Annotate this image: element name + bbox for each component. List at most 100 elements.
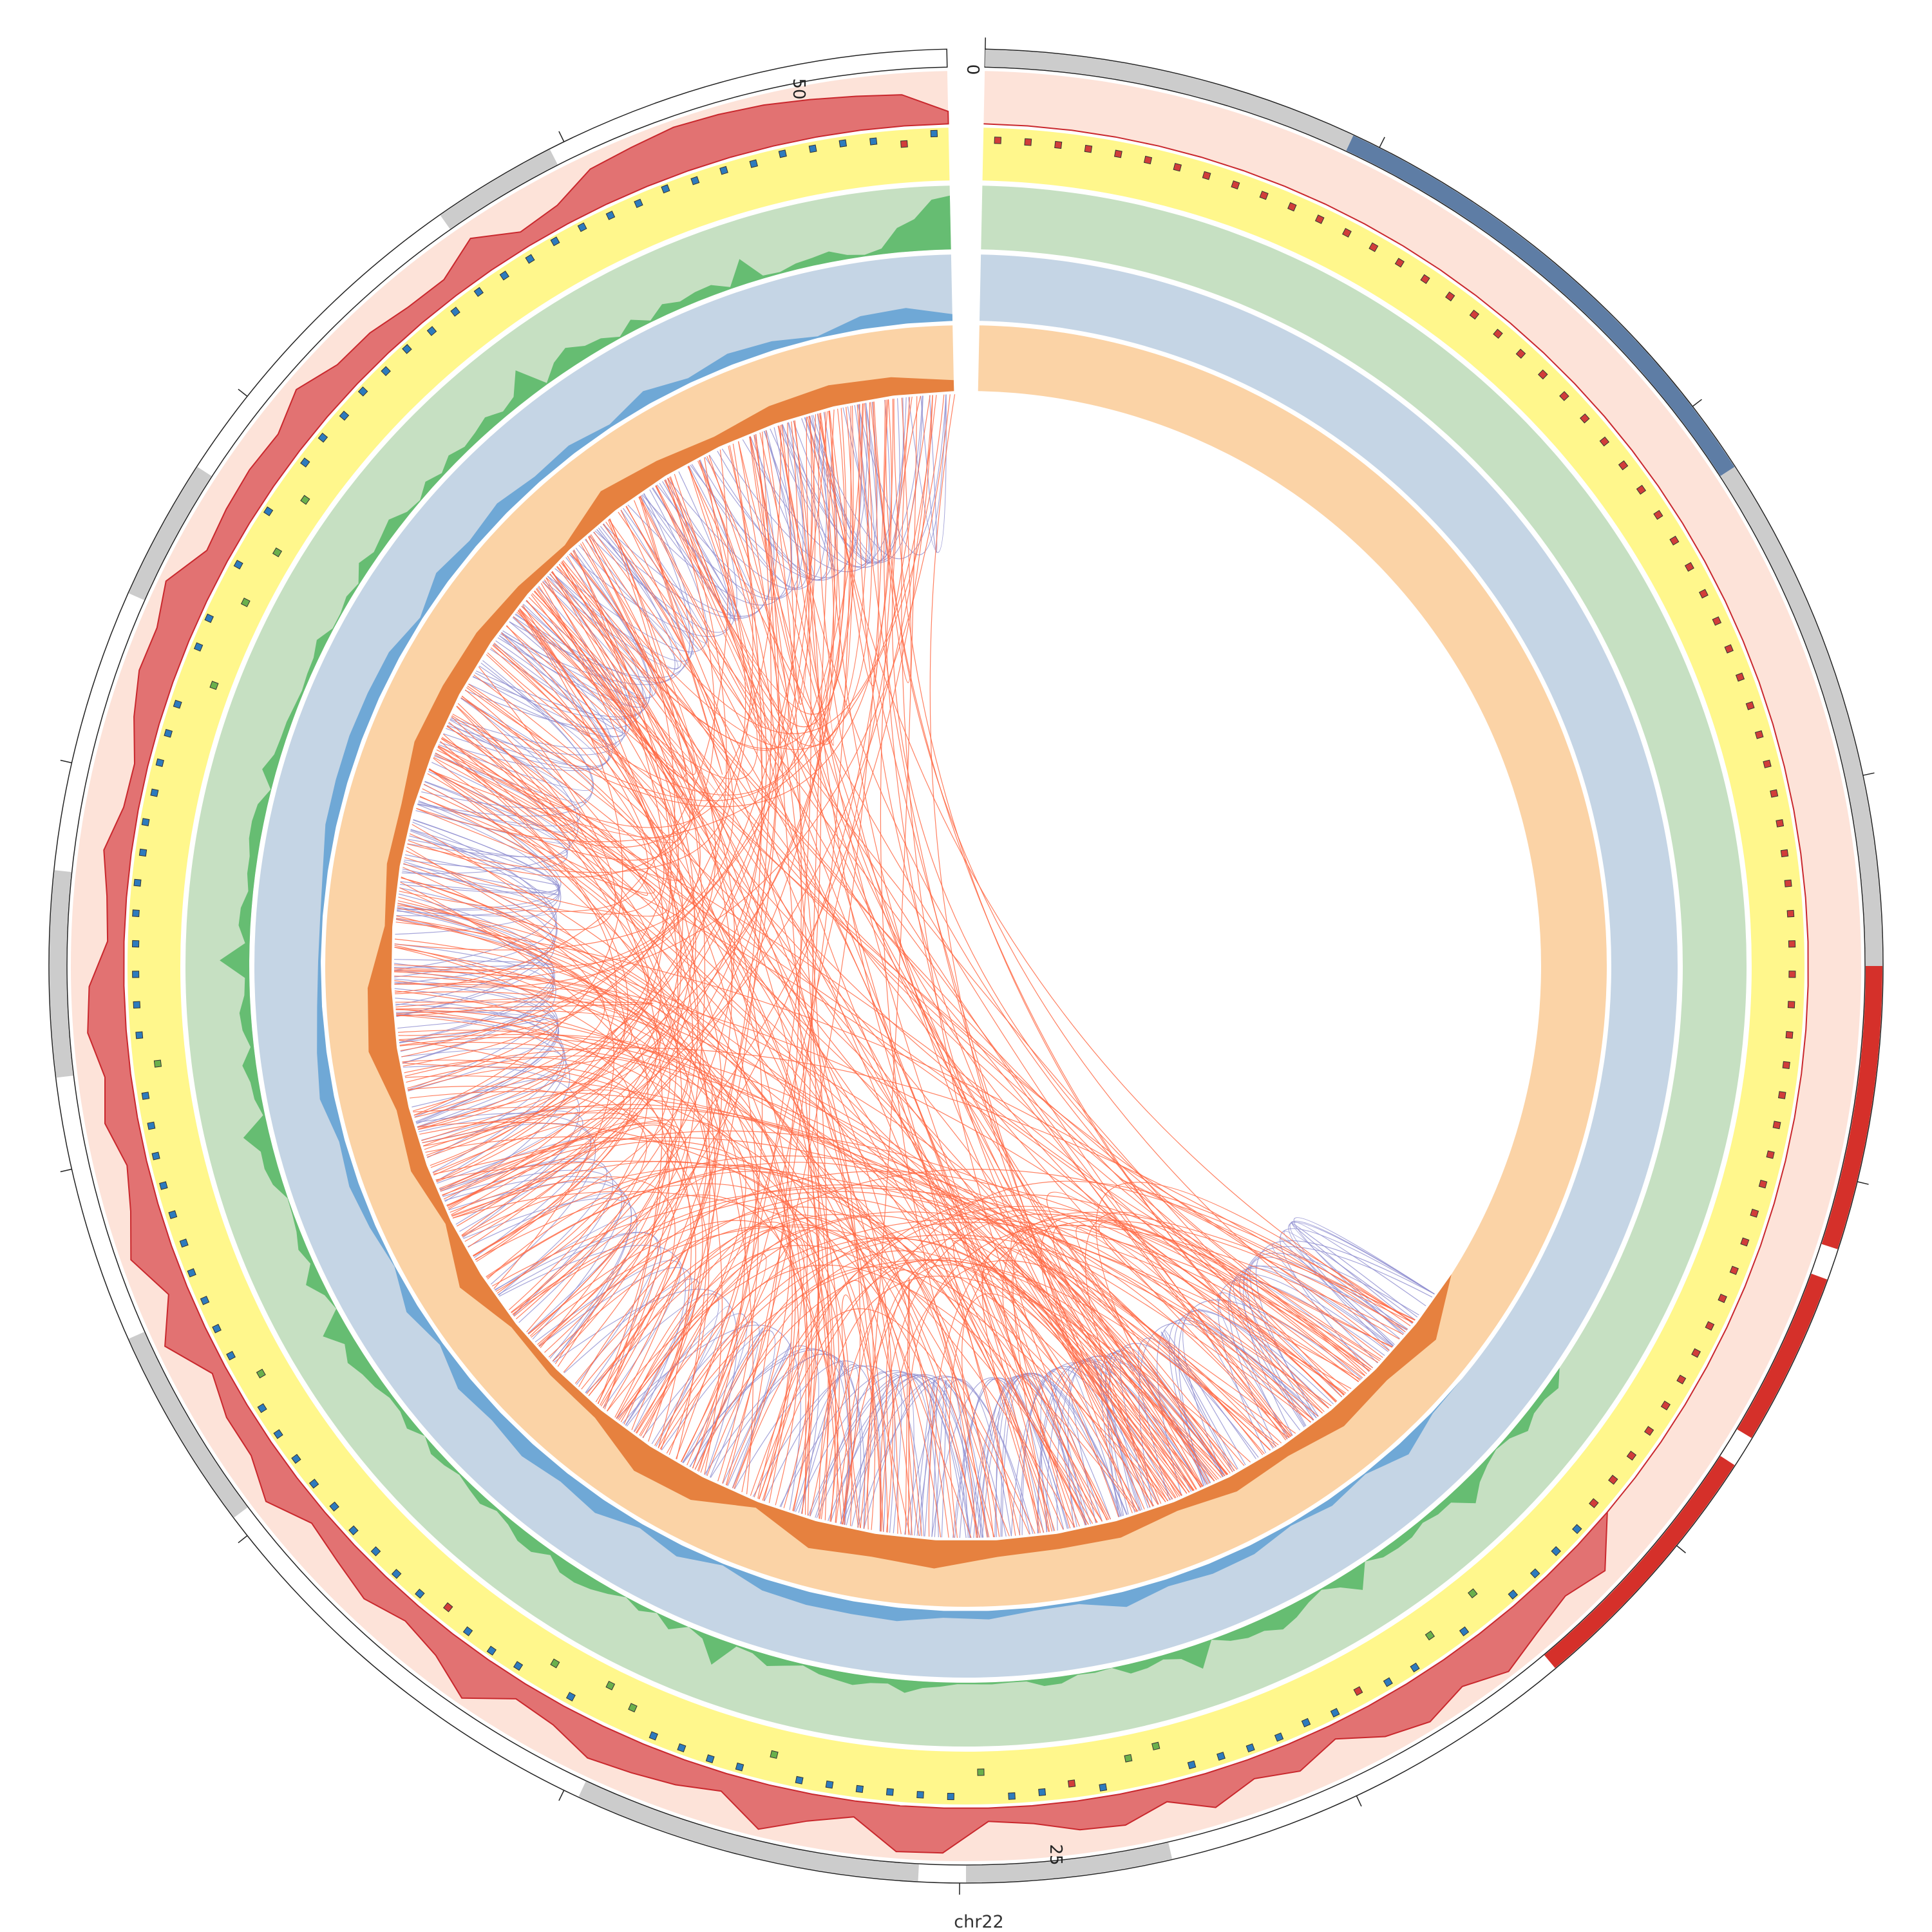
scatter-point xyxy=(1530,1568,1540,1578)
scatter-point xyxy=(1187,1760,1197,1770)
scatter-point xyxy=(159,1181,168,1190)
scatter-point xyxy=(1259,191,1269,200)
link-red xyxy=(394,947,1282,1444)
link-purple xyxy=(1049,1371,1087,1528)
link-purple xyxy=(793,1361,844,1513)
link-purple xyxy=(473,643,617,746)
scatter-point xyxy=(300,457,310,468)
link-purple xyxy=(594,434,775,619)
link-red xyxy=(396,918,746,1473)
link-red xyxy=(396,415,816,1017)
scatter-point xyxy=(900,140,908,148)
scatter-point xyxy=(1469,309,1480,320)
link-red xyxy=(1010,1231,1233,1520)
scatter-point xyxy=(233,560,243,570)
link-red xyxy=(401,666,616,931)
scatter-point xyxy=(1383,1677,1393,1687)
ideogram-band xyxy=(985,50,1354,151)
link-red xyxy=(436,749,1336,1403)
area-track-red xyxy=(70,71,1862,1861)
link-red xyxy=(443,1130,1345,1395)
link-red xyxy=(406,1056,708,1412)
scatter-point xyxy=(1608,1475,1618,1485)
link-purple xyxy=(627,427,792,606)
scatter-point xyxy=(825,1780,834,1789)
link-red xyxy=(394,450,729,993)
link-red xyxy=(395,1009,1183,1496)
link-red xyxy=(880,396,1010,1537)
link-purple xyxy=(721,397,907,573)
scatter-point xyxy=(1445,291,1455,301)
link-red xyxy=(451,716,1226,1477)
scatter-point xyxy=(1705,1321,1715,1331)
link-red xyxy=(423,741,629,1147)
link-red xyxy=(551,571,733,1373)
link-purple xyxy=(395,804,560,935)
scatter-point xyxy=(930,129,938,138)
link-purple xyxy=(394,988,565,1173)
link-purple xyxy=(1279,1236,1405,1347)
link-red xyxy=(762,431,842,1524)
link-red xyxy=(725,421,822,1486)
link-purple xyxy=(439,697,592,791)
link-red xyxy=(395,922,1390,1351)
ideogram-band xyxy=(966,1842,1173,1882)
link-purple xyxy=(439,617,613,772)
link-red xyxy=(417,550,672,1130)
scatter-point xyxy=(473,287,484,298)
link-track xyxy=(393,394,1435,1539)
link-purple xyxy=(904,1379,1012,1537)
link-purple xyxy=(439,1161,614,1316)
scatter-point xyxy=(1508,1589,1519,1600)
link-red xyxy=(528,597,1052,1532)
link-red xyxy=(506,591,724,807)
scatter-point xyxy=(1788,971,1796,978)
link-red xyxy=(395,997,594,1057)
link-red xyxy=(841,1294,911,1535)
scatter-point xyxy=(1626,1450,1637,1461)
link-purple xyxy=(639,481,739,621)
scatter-point xyxy=(1735,672,1745,682)
link-red xyxy=(603,518,706,1408)
link-red xyxy=(762,1238,1208,1501)
scatter-point xyxy=(1420,274,1430,285)
link-red xyxy=(561,518,697,775)
scatter-point xyxy=(690,176,700,185)
scatter-point xyxy=(357,386,368,397)
link-purple xyxy=(569,459,737,638)
tick-mark xyxy=(60,759,72,764)
link-red xyxy=(538,399,894,1347)
scatter-point xyxy=(1636,484,1647,495)
scatter-point xyxy=(719,166,728,175)
scatter-point xyxy=(462,1626,473,1636)
scatter-point xyxy=(1538,369,1548,380)
link-purple xyxy=(554,489,708,652)
link-red xyxy=(405,1075,1312,1423)
link-red xyxy=(648,434,772,1442)
scatter-point xyxy=(1724,644,1734,654)
link-red xyxy=(401,877,614,1289)
link-red xyxy=(394,593,701,985)
scatter-point xyxy=(226,1350,236,1361)
link-red xyxy=(429,768,1036,1534)
link-purple xyxy=(952,1378,1068,1538)
scatter-point xyxy=(1787,1001,1795,1009)
link-red xyxy=(404,1047,1406,1332)
link-red xyxy=(867,1257,1194,1530)
scatter-point xyxy=(1572,1524,1582,1534)
link-red xyxy=(394,971,882,1532)
scatter-point xyxy=(1559,391,1569,401)
tick-mark xyxy=(60,1168,72,1173)
link-red xyxy=(435,421,799,1182)
scatter-point xyxy=(1314,214,1325,224)
link-red xyxy=(753,1260,1138,1512)
scatter-point xyxy=(1099,1783,1108,1792)
link-red xyxy=(1012,1248,1162,1532)
link-red xyxy=(467,685,820,1508)
link-red xyxy=(1046,1191,1345,1466)
tick-mark xyxy=(1862,772,1875,776)
scatter-point xyxy=(1780,849,1789,858)
scatter-point xyxy=(272,547,283,558)
link-purple xyxy=(795,1372,967,1539)
scatter-point xyxy=(1410,1662,1420,1672)
